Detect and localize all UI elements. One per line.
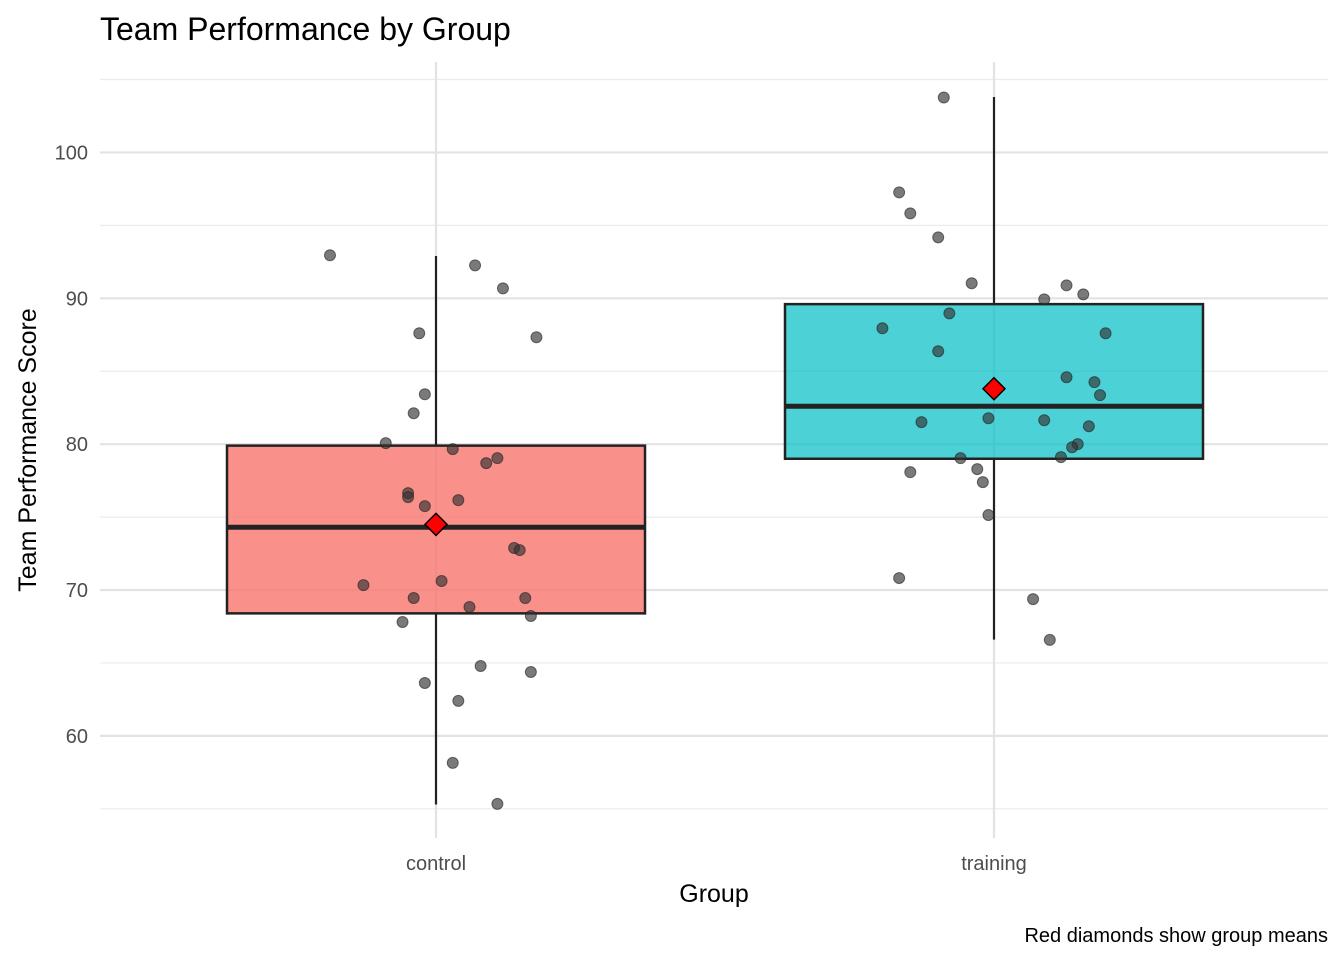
data-point — [452, 694, 465, 707]
data-point — [1088, 376, 1101, 389]
data-point — [876, 322, 889, 335]
data-point — [1077, 288, 1090, 301]
data-point — [452, 494, 465, 507]
data-point — [1066, 441, 1079, 454]
y-tick-label: 60 — [66, 726, 88, 748]
data-point — [1054, 451, 1067, 464]
y-tick-label: 70 — [66, 580, 88, 602]
data-point — [407, 592, 420, 605]
data-point — [1094, 389, 1107, 402]
data-point — [1082, 420, 1095, 433]
data-point — [480, 457, 493, 470]
data-point — [469, 259, 482, 272]
data-point — [1038, 293, 1051, 306]
data-point — [463, 600, 476, 613]
data-point — [982, 509, 995, 522]
data-point — [474, 660, 487, 673]
data-point — [413, 327, 426, 340]
data-point — [893, 186, 906, 199]
data-point — [435, 574, 448, 587]
x-tick-label: training — [961, 853, 1027, 875]
data-point — [323, 249, 336, 262]
x-tick-label: control — [406, 853, 466, 875]
data-point — [446, 756, 459, 769]
data-point — [954, 452, 967, 465]
means — [423, 376, 1007, 537]
caption: Red diamonds show group means — [1024, 925, 1328, 947]
mean-diamond — [423, 512, 449, 537]
data-point — [1060, 371, 1073, 384]
data-point — [357, 579, 370, 592]
data-point — [1099, 327, 1112, 340]
data-point — [496, 282, 509, 295]
data-point — [976, 476, 989, 489]
data-point — [932, 345, 945, 358]
data-point — [932, 231, 945, 244]
x-axis-ticks: control training — [406, 853, 1027, 875]
data-point — [530, 331, 543, 344]
data-point — [904, 207, 917, 220]
data-point — [937, 91, 950, 104]
data-point — [904, 466, 917, 479]
data-point — [519, 592, 532, 605]
data-point — [1043, 633, 1056, 646]
data-point — [407, 407, 420, 420]
data-point — [418, 500, 431, 513]
data-point — [893, 572, 906, 585]
y-axis-ticks: 60 70 80 90 100 — [55, 142, 88, 747]
y-tick-label: 80 — [66, 434, 88, 456]
data-point — [524, 666, 537, 679]
data-point — [971, 463, 984, 476]
data-point — [1027, 593, 1040, 606]
data-point — [418, 676, 431, 689]
data-point — [491, 452, 504, 465]
data-point — [396, 615, 409, 628]
data-point — [943, 307, 956, 320]
chart-title: Team Performance by Group — [100, 11, 511, 47]
data-point — [446, 443, 459, 456]
points — [323, 91, 1112, 810]
data-point — [513, 544, 526, 557]
data-point — [418, 388, 431, 401]
y-tick-label: 90 — [66, 288, 88, 310]
mean-diamond — [981, 376, 1007, 401]
data-point — [965, 277, 978, 290]
data-point — [491, 797, 504, 810]
data-point — [915, 416, 928, 429]
y-tick-label: 100 — [55, 142, 88, 164]
x-axis-label: Group — [679, 880, 748, 908]
data-point — [982, 412, 995, 425]
boxes — [225, 97, 1205, 805]
data-point — [524, 609, 537, 622]
data-point — [402, 491, 415, 504]
data-point — [1038, 414, 1051, 427]
data-point — [1060, 279, 1073, 292]
data-point — [379, 437, 392, 450]
y-axis-label: Team Performance Score — [14, 308, 42, 591]
